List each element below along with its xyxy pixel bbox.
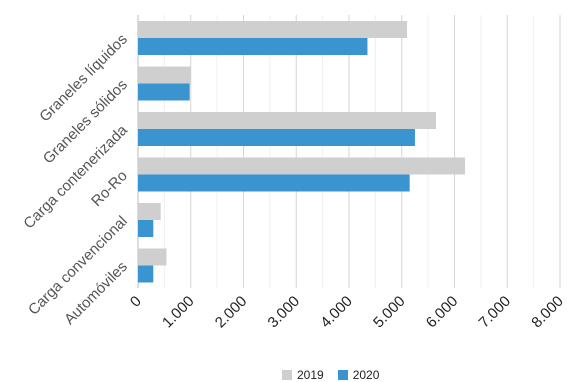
bar-2019-4	[138, 203, 161, 220]
bars	[138, 21, 466, 283]
legend-label-2019: 2019	[297, 368, 324, 382]
legend-swatch-2019	[282, 370, 292, 380]
category-label: Ro-Ro	[88, 167, 131, 210]
bar-2020-3	[138, 174, 410, 192]
category-label: Graneles sólidos	[40, 76, 131, 167]
bar-2020-4	[138, 220, 154, 237]
legend-item-2019: 2019	[282, 368, 324, 382]
legend-item-2020: 2020	[337, 368, 380, 382]
x-tick-label: 4.000	[317, 293, 356, 332]
x-tick-label: 0	[127, 293, 145, 311]
bar-2020-0	[138, 38, 368, 55]
x-tick-label: 2.000	[212, 293, 251, 332]
x-tick-label: 3.000	[265, 293, 304, 332]
bar-2019-1	[138, 66, 191, 84]
x-tick-label: 1.000	[159, 293, 198, 332]
bar-2020-5	[138, 265, 154, 283]
bar-2020-2	[138, 129, 415, 146]
x-tick-label: 8.000	[528, 293, 567, 332]
legend: 2019 2020	[282, 368, 393, 382]
bar-2019-2	[138, 112, 437, 129]
x-tick-label: 7.000	[476, 293, 515, 332]
x-tick-labels: 0 1.000 2.000 3.000 4.000 5.000 6.000 7.000 8.00…	[127, 293, 567, 332]
x-tick-label: 6.000	[423, 293, 462, 332]
legend-label-2020: 2020	[352, 368, 380, 382]
bar-2019-3	[138, 157, 466, 175]
legend-swatch-2020	[337, 370, 348, 380]
bar-2019-5	[138, 248, 167, 266]
bar-2020-1	[138, 83, 190, 101]
x-tick-label: 5.000	[370, 293, 409, 332]
bar-2019-0	[138, 21, 408, 38]
gridlines	[137, 15, 561, 288]
